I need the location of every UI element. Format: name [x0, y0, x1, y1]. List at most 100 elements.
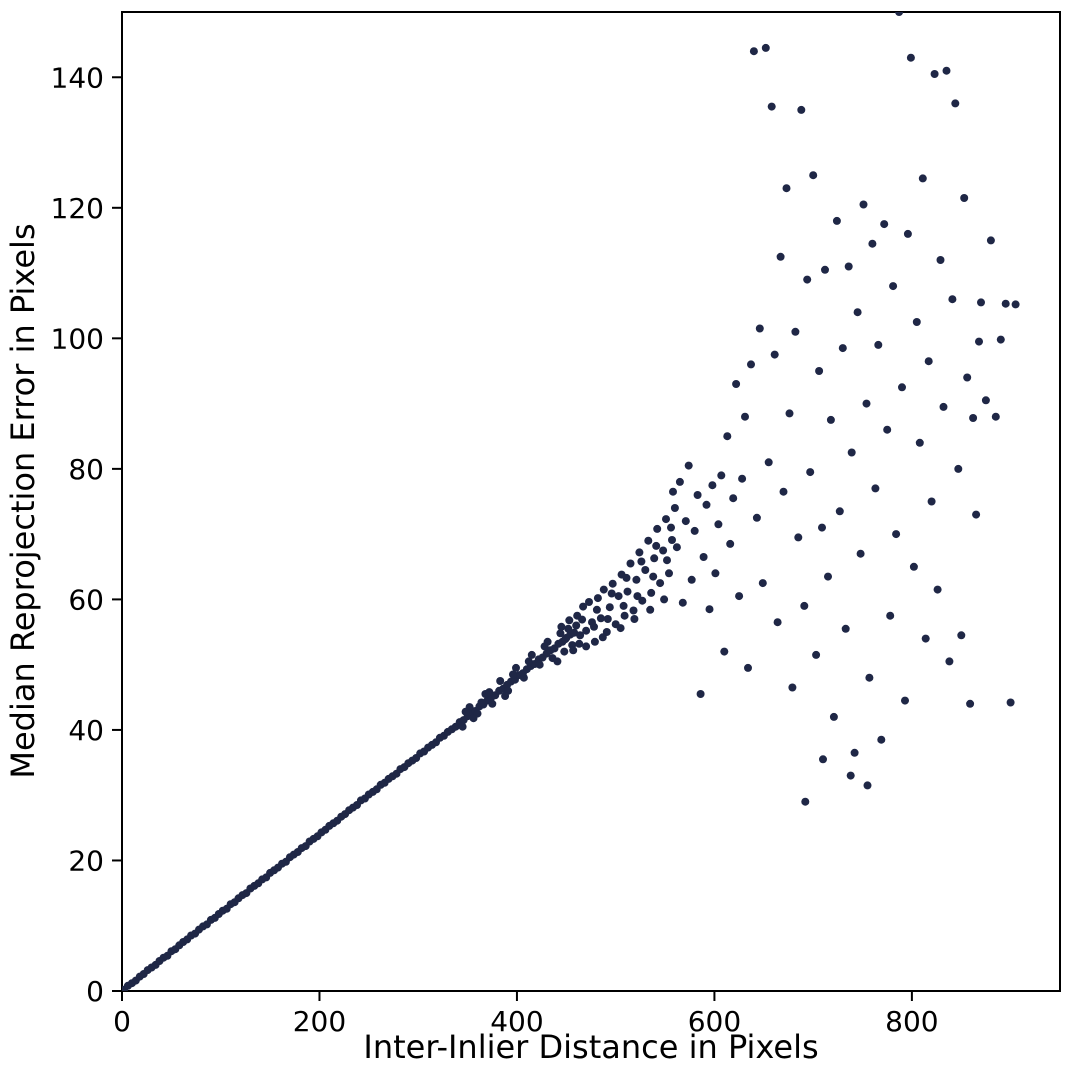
data-point — [675, 477, 684, 486]
data-point — [687, 575, 696, 584]
data-point — [862, 399, 871, 408]
data-point — [696, 690, 705, 698]
data-point — [635, 548, 644, 557]
data-point — [782, 184, 791, 193]
y-axis-label: Median Reprojection Error in Pixels — [4, 223, 42, 778]
data-point — [741, 412, 749, 421]
data-point — [653, 524, 662, 533]
data-point — [561, 635, 570, 644]
data-point — [824, 572, 832, 581]
data-point — [948, 295, 957, 304]
data-point — [565, 616, 574, 625]
data-point — [641, 566, 650, 574]
data-point — [889, 282, 898, 291]
data-point — [633, 592, 642, 601]
data-point — [850, 748, 859, 757]
data-point — [809, 171, 818, 180]
data-point — [717, 471, 726, 480]
y-tick-label: 40 — [68, 714, 104, 747]
data-point — [966, 699, 975, 708]
data-point — [590, 622, 598, 631]
data-point — [826, 415, 835, 424]
data-point — [977, 298, 985, 307]
data-point — [883, 425, 892, 434]
data-point — [912, 318, 921, 326]
data-point — [801, 797, 810, 806]
data-point — [1006, 698, 1015, 707]
data-point — [853, 308, 862, 317]
data-point — [620, 611, 629, 620]
data-point — [871, 484, 880, 493]
data-point — [637, 557, 646, 566]
data-point — [693, 491, 702, 499]
data-point — [535, 660, 544, 669]
data-point — [794, 533, 803, 542]
data-point — [629, 606, 638, 615]
data-point — [800, 601, 809, 610]
data-point — [603, 615, 612, 623]
data-point — [903, 229, 912, 238]
data-point — [788, 683, 797, 692]
data-point — [1001, 299, 1010, 308]
data-point — [714, 520, 723, 529]
data-point — [578, 615, 587, 624]
data-point — [803, 275, 812, 284]
data-point — [569, 646, 578, 655]
data-point — [684, 461, 693, 470]
data-point — [576, 631, 585, 640]
x-tick-label: 800 — [885, 1005, 938, 1038]
data-point — [812, 650, 821, 659]
data-point — [660, 595, 669, 604]
data-point — [821, 265, 829, 274]
data-point — [924, 357, 933, 366]
data-point — [818, 523, 826, 532]
x-tick-label: 600 — [688, 1005, 741, 1038]
data-point — [582, 626, 591, 635]
y-tick-label: 60 — [68, 583, 104, 616]
data-point — [954, 464, 963, 473]
data-point — [981, 396, 990, 405]
data-point — [773, 618, 782, 627]
data-point — [690, 526, 699, 535]
data-point — [632, 575, 641, 584]
data-point — [560, 647, 569, 656]
data-point — [744, 663, 752, 672]
data-point — [553, 657, 562, 666]
data-point — [942, 66, 951, 75]
x-tick-label: 0 — [113, 1005, 131, 1038]
data-point — [918, 174, 927, 183]
data-point — [711, 569, 720, 578]
data-point — [592, 605, 601, 614]
data-point — [519, 673, 528, 682]
data-point — [880, 220, 889, 229]
data-point — [856, 549, 865, 558]
data-point — [975, 337, 983, 346]
data-point — [951, 99, 960, 108]
data-point — [649, 572, 658, 581]
data-point — [575, 639, 584, 648]
data-point — [892, 530, 901, 539]
data-point — [936, 256, 945, 264]
data-point — [969, 414, 978, 422]
data-point — [758, 579, 767, 588]
data-point — [749, 47, 758, 56]
data-points — [122, 12, 1020, 991]
data-point — [972, 510, 981, 519]
data-point — [702, 500, 711, 509]
data-point — [927, 497, 936, 506]
data-point — [723, 432, 732, 441]
data-point — [477, 698, 486, 707]
data-point — [738, 474, 747, 483]
data-point — [832, 216, 841, 225]
data-point — [915, 438, 924, 447]
data-point — [670, 504, 679, 512]
data-point — [619, 601, 628, 610]
data-point — [527, 650, 536, 659]
data-point — [665, 569, 673, 578]
data-point — [901, 696, 909, 705]
data-point — [501, 692, 510, 700]
data-point — [991, 412, 1000, 421]
data-point — [835, 507, 844, 516]
y-tick-label: 0 — [86, 975, 104, 1008]
y-axis-ticks: 0 20 40 60 80 100 120 140 — [51, 61, 122, 1008]
